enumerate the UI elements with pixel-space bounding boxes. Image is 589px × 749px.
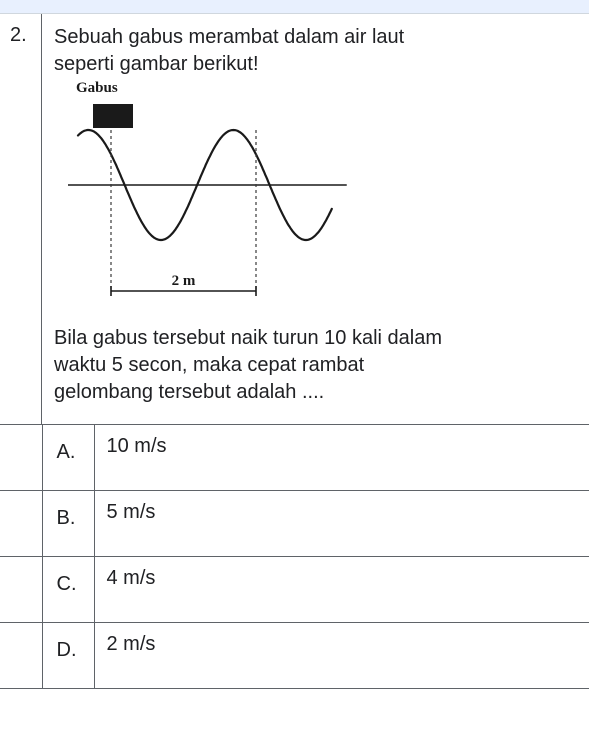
option-value: 2 m/s [94,623,589,689]
follow-line3: gelombang tersebut adalah .... [54,381,324,403]
wave-figure: Gabus 2 m [58,80,573,315]
question-line2: seperti gambar berikut! [54,53,259,75]
option-value: 4 m/s [94,557,589,623]
question-text: Sebuah gabus merambat dalam air laut sep… [54,24,573,78]
option-row: D.2 m/s [0,623,589,689]
option-spacer [0,491,42,557]
question-row: 2. Sebuah gabus merambat dalam air laut … [0,14,589,424]
question-line1: Sebuah gabus merambat dalam air laut [54,26,404,48]
option-letter: B. [42,491,94,557]
option-value: 5 m/s [94,491,589,557]
question-number: 2. [0,14,42,424]
follow-line2: waktu 5 secon, maka cepat rambat [54,354,364,376]
question-content: Sebuah gabus merambat dalam air laut sep… [42,14,589,424]
top-blue-bar [0,0,589,14]
option-row: A.10 m/s [0,425,589,491]
option-spacer [0,557,42,623]
option-letter: C. [42,557,94,623]
option-spacer [0,623,42,689]
option-row: C.4 m/s [0,557,589,623]
option-spacer [0,425,42,491]
options-table: A.10 m/sB.5 m/sC.4 m/sD.2 m/s [0,424,589,689]
question-followup: Bila gabus tersebut naik turun 10 kali d… [54,325,573,406]
option-letter: A. [42,425,94,491]
option-letter: D. [42,623,94,689]
wave-diagram: 2 m [58,95,358,315]
option-value: 10 m/s [94,425,589,491]
option-row: B.5 m/s [0,491,589,557]
svg-text:2 m: 2 m [172,273,196,289]
follow-line1: Bila gabus tersebut naik turun 10 kali d… [54,327,442,349]
